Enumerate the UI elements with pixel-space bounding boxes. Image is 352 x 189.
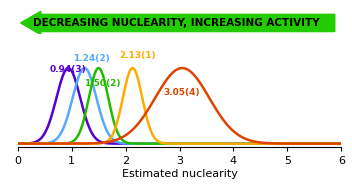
Text: 3.05(4): 3.05(4) bbox=[163, 88, 200, 97]
FancyArrow shape bbox=[20, 11, 335, 35]
X-axis label: Estimated nuclearity: Estimated nuclearity bbox=[121, 169, 238, 179]
Text: DECREASING NUCLEARITY, INCREASING ACTIVITY: DECREASING NUCLEARITY, INCREASING ACTIVI… bbox=[33, 18, 319, 28]
Text: 1.24(2): 1.24(2) bbox=[73, 54, 109, 63]
Text: 1.50(2): 1.50(2) bbox=[84, 79, 120, 88]
Text: 2.13(1): 2.13(1) bbox=[119, 51, 156, 60]
Text: 0.94(3): 0.94(3) bbox=[50, 65, 87, 74]
